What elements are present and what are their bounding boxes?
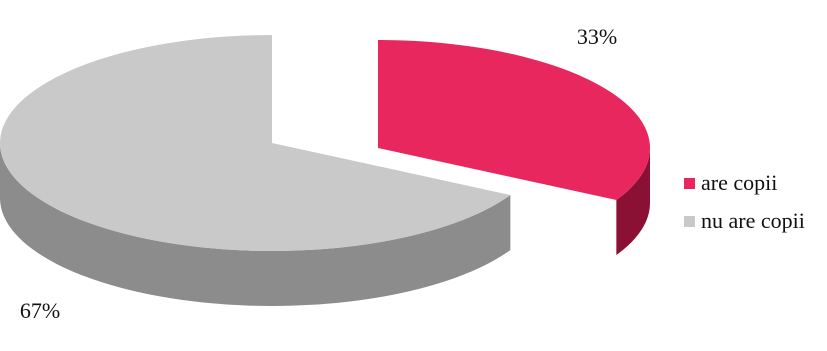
legend-item-nu-are-copii: nu are copii [684,202,805,240]
pie-slice-side-nu-are-copii [0,143,511,306]
legend-swatch-nu-are-copii [684,215,695,227]
pie-slice-are-copii [378,39,651,201]
pie-slice-nu-are-copii [0,35,511,251]
pie-data-label-are-copii: 33% [577,24,617,49]
legend-swatch-are-copii [684,177,695,189]
pie-slice-side-are-copii [616,148,651,256]
legend-label-nu-are-copii: nu are copii [701,208,805,233]
chart-legend: are copii nu are copii [684,164,805,240]
legend-item-are-copii: are copii [684,164,805,202]
legend-label-are-copii: are copii [701,170,778,195]
pie-data-label-nu-are-copii: 67% [20,298,60,323]
